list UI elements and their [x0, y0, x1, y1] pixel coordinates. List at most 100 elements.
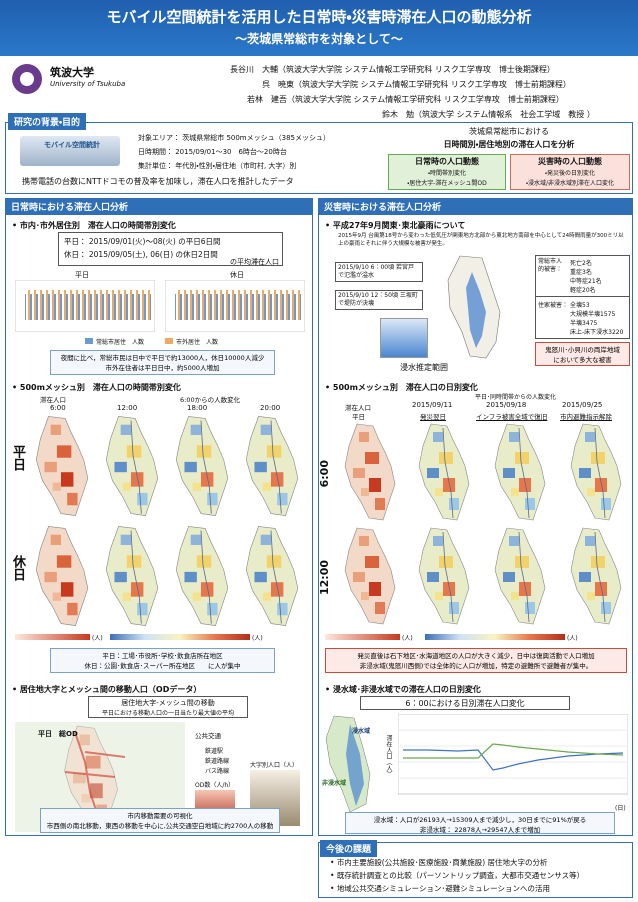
note-line: 市西側の南北移動，東西の移動を中心に,公共交通空白地域に約2700人の移動	[46, 822, 274, 830]
subsection-title: • 居住地大字とメッシュ間の移動人口（ODデータ）	[12, 685, 202, 694]
note-line: 非浸水域(鬼怒川西側)では全体的に人口が増加，特定の避難所で避難者が集中。	[359, 662, 593, 670]
title: モバイル空間統計を活用した日常時・災害時滞在人口の動態分析	[106, 8, 532, 26]
column-label: 滞在人口	[345, 404, 371, 412]
note-line: 市外在住者は平日日中，約5000人増加	[105, 364, 220, 372]
box-title: 災害時の人口動態	[538, 157, 602, 166]
time-label: 18:00	[187, 404, 208, 412]
date-label: 2015/09/25	[562, 401, 603, 409]
damage-table	[535, 255, 630, 339]
callout-text: 2015/9/10 6：00頃 若宮戸で氾濫が溢水	[338, 264, 415, 279]
damage-item: 中等症21名	[570, 278, 602, 285]
legend-label: 鉄道駅	[205, 748, 224, 755]
x-axis-title: (日)	[615, 805, 626, 812]
logo-en: University of Tsukuba	[50, 80, 126, 88]
future-item: • 地域公共交通シミュレーション･避難シミュレーションへの活用	[330, 884, 550, 893]
damage-item: 床上-床下浸水3220	[570, 329, 624, 336]
logo-name: 筑波大学	[50, 66, 94, 79]
note: 浸水域：人口が26193人→15309人まで減少し，30日までに91%が戻る 非浸…	[345, 812, 615, 834]
background-item: 日時期間： 2015/09/01〜30 6時台〜20時台	[138, 148, 287, 156]
damage-item: 重症3名	[570, 269, 592, 276]
background-box	[5, 122, 633, 194]
note-line: 市内移動需要の可視化	[127, 812, 193, 820]
note-line: 非浸水域： 22878人→29547人まで増加	[419, 826, 541, 834]
legend-title: 大字別人口（人）	[250, 762, 299, 769]
flood-legend	[380, 318, 428, 358]
map-title: 平日 総OD	[38, 730, 78, 738]
future-item: • 既存統計調査との比較（パーソントリップ調査，大都市交通センサス等）	[330, 871, 585, 880]
callout	[335, 262, 423, 282]
background-item: 対象エリア： 茨城県常総市 500mメッシュ（385メッシュ）	[138, 134, 330, 142]
event-label: 発災翌日	[420, 413, 446, 421]
title-banner	[0, 0, 638, 56]
legend-swatch	[165, 338, 173, 344]
note: 平日：工場･市役所･学校･飲食店所在地区 休日：公園･飲食店･スーパー所在地区 に…	[50, 648, 275, 673]
subsection-title: • 浸水域･非浸水域での滞在人口の日別変化	[325, 685, 481, 694]
event-label: インフラ被害全域で復旧	[476, 413, 548, 421]
subsection-title: • 平成27年9月関東･東北豪雨について	[325, 221, 466, 230]
note-line: において多大な被害	[553, 356, 612, 364]
future-item-text: 既存統計調査との比較（パーソントリップ調査，大都市交通センサス等）	[336, 871, 585, 880]
subsection-title: • 500mメッシュ別 滞在人口の時間帯別変化	[12, 383, 181, 392]
note-line: 浸水域：人口が26193人→15309人まで減少し，30日までに91%が戻る	[373, 816, 587, 824]
damage-item: 軽症20名	[570, 287, 596, 294]
unit: (人)	[402, 635, 413, 642]
period: 平日： 2015/09/01(火)〜08(火) の平日6日間	[64, 237, 221, 246]
od-box-text: 居住地大字-メッシュ間の移動	[121, 699, 215, 707]
color-scale	[110, 634, 250, 640]
y-axis-title: 滞在人口（人）	[385, 735, 392, 777]
purpose: 茨城県常総市における	[469, 127, 549, 136]
chart-image	[165, 280, 305, 332]
period: の平均滞在人口	[230, 258, 279, 266]
author: 鈴木 勉（筑波大学 システム情報系 社会工学域 教授 ）	[382, 110, 595, 119]
chart-box	[360, 696, 570, 710]
unit: (人)	[92, 635, 103, 642]
legend-title: 公共交通	[195, 732, 221, 740]
box-item: ・居住大字-滞在メッシュ間OD	[407, 180, 487, 187]
time-label: 12:00	[117, 404, 138, 412]
disaster-box	[510, 154, 630, 190]
row-label: 休日	[10, 555, 25, 581]
period-box	[58, 232, 283, 266]
background-item: 集計単位： 年代別・性別・居住地（市町村, 大字）別	[138, 162, 297, 170]
background-summary: 携帯電話の台数にNTTドコモの普及率を加味し，滞在人口を推計したデータ	[22, 177, 294, 186]
line-chart-image	[398, 714, 628, 795]
callout-text: 2015/9/10 12：50頃 三坂町で堤防が決壊	[338, 292, 418, 307]
legend-label: 鉄道路線	[205, 758, 230, 765]
legend-label: バス路線	[205, 768, 230, 775]
column-label: 滞在人口	[40, 396, 66, 404]
box-item: ・浸水域/非浸水域別滞在人口変化	[525, 180, 615, 187]
mesh-maps	[35, 415, 299, 627]
section-heading: 今後の課題	[320, 840, 378, 857]
unit: (人)	[252, 635, 263, 642]
damage-item: 死亡2名	[570, 260, 592, 267]
box-title: 日常時の人口動態	[415, 157, 479, 166]
damage-label: 住家被害：	[538, 302, 569, 309]
author: 長谷川 大輔（筑波大学大学院 システム情報工学研究科 リスク工学専攻 博士後期課…	[230, 65, 555, 74]
callout	[335, 290, 423, 310]
future-box	[318, 842, 633, 898]
column-label: 平日	[352, 413, 365, 421]
date-label: 2015/09/11	[412, 401, 453, 409]
damage-item: 半壊3475	[570, 320, 598, 327]
chart-title: 平日	[75, 271, 89, 279]
row-label: 6:00	[318, 460, 331, 488]
mesh-maps	[344, 423, 622, 625]
note: 市内移動需要の可視化市西側の南北移動，東西の移動を中心に,公共交通空白地域に約2…	[40, 808, 280, 833]
normal-box	[388, 154, 506, 190]
color-scale	[15, 634, 90, 640]
flood-area-map	[325, 715, 371, 813]
color-scale	[425, 634, 565, 640]
note-line: 鬼怒川･小貝川の両岸地域	[545, 346, 620, 354]
row-label: 平日	[10, 445, 25, 471]
od-box	[88, 696, 248, 718]
note-line: 休日：公園･飲食店･スーパー所在地区 に人が集中	[84, 662, 241, 670]
data-logo: モバイル空間統計	[44, 141, 100, 149]
chart-title: 休日	[230, 271, 244, 279]
future-item-text: 市内主要施設(公共施設･医療施設･商業施設) 居住地大字の分析	[336, 858, 548, 867]
period: 休日： 2015/09/05(土), 06(日) の休日2日間	[64, 250, 218, 259]
date-label: 2015/09/18	[486, 401, 527, 409]
subtitle: 〜茨城県常総市を対象として〜	[235, 32, 403, 46]
flood-map	[447, 255, 501, 359]
legend-title: OD数（人/h）	[195, 782, 235, 789]
